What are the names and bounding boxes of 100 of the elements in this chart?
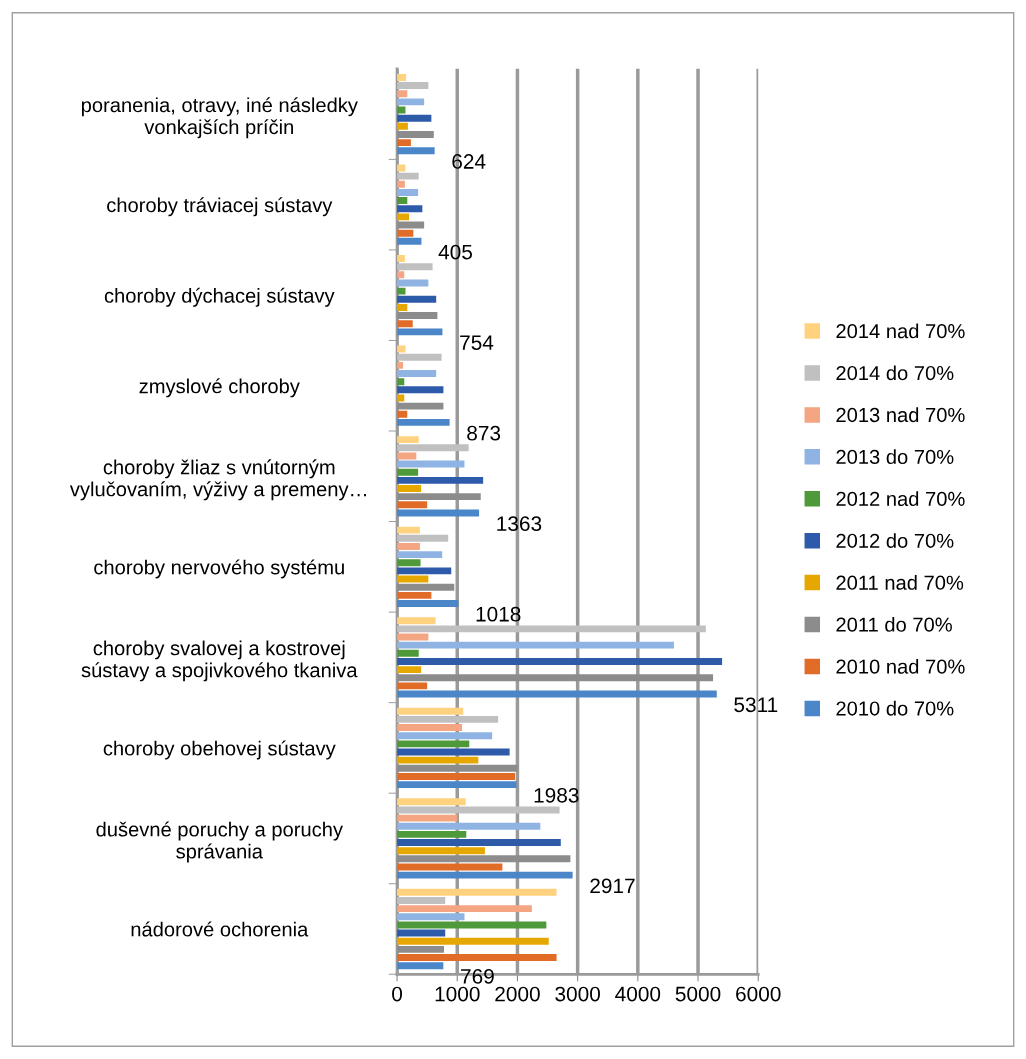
bar: [397, 913, 465, 921]
data-label: 873: [467, 425, 501, 441]
bar: [397, 180, 405, 188]
legend-label: 2014 nad 70%: [836, 323, 965, 339]
bar: [397, 559, 421, 567]
bar: [397, 806, 560, 814]
bar: [397, 328, 443, 336]
data-label: 405: [438, 244, 472, 260]
bar: [397, 732, 493, 740]
data-label: 1018: [476, 606, 521, 622]
y-tick-label: choroby dýchacej sústavy: [104, 287, 335, 307]
legend-label: 2010 nad 70%: [836, 658, 965, 674]
bar: [397, 418, 450, 426]
bar: [397, 542, 420, 550]
bar: [397, 444, 469, 452]
y-tick-label: nádorové ochorenia: [131, 921, 309, 937]
data-label: 1363: [497, 516, 542, 532]
x-tick-label: 2000: [495, 986, 540, 1002]
legend-label: 2014 do 70%: [836, 365, 954, 381]
data-label: 754: [460, 335, 494, 350]
x-tick-label: 0: [392, 986, 403, 1002]
bar: [397, 229, 414, 237]
bar: [397, 657, 723, 665]
bar: [397, 781, 517, 789]
bar: [397, 501, 428, 509]
x-tick-label: 6000: [736, 986, 781, 1002]
bar: [397, 188, 419, 196]
bar: [397, 929, 446, 937]
bar: [397, 312, 438, 320]
bar: [397, 122, 408, 130]
bar: [397, 871, 573, 879]
bar: [397, 945, 445, 953]
bar: [397, 172, 419, 180]
bar: [397, 139, 411, 147]
bar: [397, 822, 541, 830]
y-tick-label: choroby žliaz s vnútorným vylučovaním, výživy a premeny…: [69, 459, 366, 501]
legend-label: 2012 nad 70%: [836, 491, 965, 506]
legend-label: 2011 do 70%: [836, 617, 952, 632]
bar: [397, 625, 706, 633]
bar: [397, 839, 561, 846]
bar: [397, 534, 449, 542]
x-tick-label: 1000: [435, 986, 480, 1002]
bar: [397, 855, 571, 863]
legend-label: 2013 do 70%: [836, 449, 954, 465]
bar: [397, 724, 463, 732]
bar: [397, 682, 428, 690]
bar: [397, 436, 419, 444]
bar: [397, 756, 479, 764]
bar: [397, 715, 499, 723]
legend-label: 2013 nad 70%: [836, 407, 965, 423]
bar: [397, 509, 480, 517]
y-tick-label: duševné poruchy a poruchy správania: [96, 821, 343, 863]
y-tick-label: choroby tráviacej sústavy: [107, 197, 333, 217]
bar: [397, 600, 459, 607]
bar: [397, 897, 446, 904]
bar: [397, 764, 518, 772]
bar: [397, 954, 557, 961]
bar: [397, 485, 422, 492]
bar: [397, 295, 437, 303]
y-tick-label: choroby obehovej sústavy: [103, 740, 336, 760]
bar: [397, 591, 432, 599]
bar: [397, 114, 432, 122]
x-tick-label: 3000: [555, 986, 600, 1002]
bar: [397, 830, 467, 838]
data-label: 769: [461, 969, 494, 984]
data-label: 2917: [590, 878, 635, 894]
legend-label: 2012 do 70%: [836, 533, 954, 548]
bar: [397, 707, 464, 715]
bar: [397, 147, 435, 155]
bar: [397, 386, 444, 394]
bar: [397, 690, 717, 698]
bar: [397, 641, 674, 649]
bar: [397, 468, 419, 476]
x-tick-label: 4000: [615, 986, 661, 1002]
bar: [397, 617, 436, 625]
y-tick-label: choroby nervového systému: [94, 559, 344, 579]
bar: [397, 567, 452, 575]
bar: [397, 460, 465, 468]
bar: [397, 847, 485, 855]
data-label: 5311: [734, 697, 778, 713]
bar: [397, 575, 429, 583]
bar: [397, 772, 516, 780]
bar: [397, 674, 714, 682]
legend-label: 2010 do 70%: [836, 700, 954, 716]
bar: [397, 666, 422, 674]
x-tick-label: 5000: [675, 986, 721, 1002]
bar: [397, 937, 549, 945]
bar: [397, 131, 434, 138]
bar: [397, 237, 422, 245]
bar: [397, 213, 410, 221]
bar: [397, 740, 470, 748]
bar: [397, 98, 425, 106]
legend-label: 2011 nad 70%: [836, 575, 964, 590]
bar: [397, 526, 420, 534]
data-label: 624: [452, 154, 486, 169]
bar: [397, 814, 458, 822]
data-label: 1983: [534, 787, 579, 803]
bar: [397, 905, 532, 913]
y-tick-label: poranenia, otravy, iné následky vonkajších príčin: [81, 97, 358, 139]
bar: [397, 205, 423, 213]
